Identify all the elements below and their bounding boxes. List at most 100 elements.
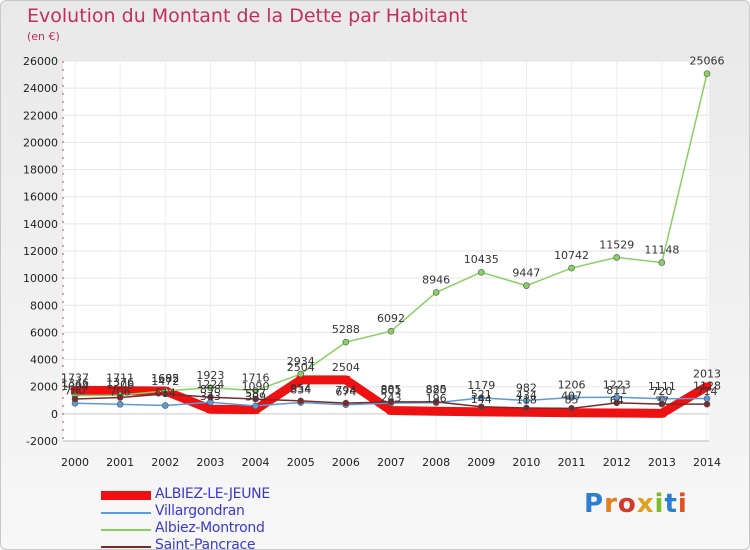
data-label: 343 bbox=[200, 390, 221, 403]
legend-swatch bbox=[101, 546, 151, 548]
data-label: 85 bbox=[565, 394, 579, 407]
data-label: 858 bbox=[200, 383, 221, 396]
series-point-1 bbox=[477, 394, 485, 402]
series-point-3 bbox=[477, 403, 485, 411]
data-label: 10742 bbox=[554, 249, 589, 262]
series-point-0 bbox=[477, 407, 486, 416]
data-label: 2013 bbox=[693, 368, 721, 381]
data-label: 1094 bbox=[61, 380, 89, 393]
x-tick-label: 2006 bbox=[332, 456, 360, 469]
data-label: 2504 bbox=[287, 361, 315, 374]
x-tick-label: 2013 bbox=[648, 456, 676, 469]
series-point-2 bbox=[252, 387, 259, 394]
data-label: 1206 bbox=[558, 378, 586, 391]
series-point-3 bbox=[432, 398, 440, 406]
y-tick-label: 10000 bbox=[23, 272, 58, 285]
data-label: 5288 bbox=[332, 323, 360, 336]
data-label: 243 bbox=[381, 392, 402, 405]
data-label: 982 bbox=[516, 382, 537, 395]
logo-letter: i bbox=[677, 489, 688, 519]
data-label: 885 bbox=[381, 383, 402, 396]
series-point-2 bbox=[387, 327, 395, 335]
data-label: 521 bbox=[471, 388, 492, 401]
x-tick-label: 2001 bbox=[106, 456, 134, 469]
series-point-0 bbox=[206, 405, 215, 414]
x-tick-label: 2007 bbox=[377, 456, 405, 469]
x-tick-label: 2010 bbox=[512, 456, 540, 469]
data-label: 196 bbox=[426, 392, 447, 405]
data-label: 2934 bbox=[287, 355, 315, 368]
x-tick-label: 2000 bbox=[61, 456, 89, 469]
series-point-3 bbox=[703, 400, 711, 408]
data-label: 587 bbox=[245, 387, 266, 400]
series-point-3 bbox=[252, 395, 259, 403]
data-label: 714 bbox=[697, 385, 718, 398]
series-point-0 bbox=[612, 408, 621, 417]
logo-letter: P bbox=[584, 489, 605, 519]
series-point-0 bbox=[251, 405, 260, 414]
chart-title: Evolution du Montant de la Dette par Hab… bbox=[27, 5, 468, 27]
logo-letter: i bbox=[654, 489, 665, 519]
series-point-3 bbox=[71, 395, 79, 403]
data-label: 706 bbox=[110, 385, 131, 398]
data-label: 1346 bbox=[61, 377, 89, 390]
y-tick-label: 20000 bbox=[23, 136, 58, 149]
series-point-3 bbox=[161, 390, 169, 398]
data-label: 794 bbox=[335, 384, 356, 397]
series-point-1 bbox=[161, 402, 169, 409]
series-point-3 bbox=[387, 398, 395, 406]
data-label: 10435 bbox=[464, 253, 499, 266]
series-point-2 bbox=[613, 254, 621, 261]
data-label: 1376 bbox=[106, 376, 134, 389]
series-point-2 bbox=[432, 289, 440, 296]
series-point-2 bbox=[477, 268, 485, 276]
series-point-0 bbox=[567, 408, 576, 417]
data-label: 954 bbox=[290, 382, 311, 395]
legend-label: Villargondran bbox=[155, 503, 245, 519]
data-label: 1737 bbox=[61, 371, 89, 384]
series-point-3 bbox=[116, 394, 124, 401]
x-tick-label: 2014 bbox=[693, 456, 721, 469]
data-label: 407 bbox=[561, 389, 582, 402]
data-label: 2504 bbox=[332, 361, 360, 374]
series-point-2 bbox=[207, 384, 214, 392]
data-label: 1206 bbox=[106, 378, 134, 391]
y-tick-label: 24000 bbox=[23, 82, 58, 95]
data-label: 674 bbox=[335, 386, 356, 399]
data-label: 780 bbox=[65, 384, 86, 397]
x-tick-label: 2008 bbox=[422, 456, 450, 469]
y-tick-label: 12000 bbox=[23, 245, 58, 258]
data-label: 1179 bbox=[467, 379, 495, 392]
legend-label: ALBIEZ-LE-JEUNE bbox=[155, 486, 270, 502]
logo-letter: t bbox=[664, 489, 678, 519]
x-tick-label: 2012 bbox=[603, 456, 631, 469]
y-tick-label: 4000 bbox=[30, 354, 58, 367]
data-label: 9447 bbox=[512, 267, 540, 280]
data-label: 820 bbox=[426, 384, 447, 397]
y-tick-label: 6000 bbox=[30, 326, 58, 339]
data-label: 1090 bbox=[242, 380, 270, 393]
data-label: 37 bbox=[655, 394, 669, 407]
data-label: 1711 bbox=[106, 372, 134, 385]
series-point-3 bbox=[568, 405, 575, 412]
data-label: 1923 bbox=[196, 369, 224, 382]
y-tick-label: 22000 bbox=[23, 109, 58, 122]
series-point-1 bbox=[568, 394, 575, 401]
data-label: 144 bbox=[471, 393, 492, 406]
y-tick-label: 8000 bbox=[30, 299, 58, 312]
data-label: 434 bbox=[516, 389, 537, 402]
logo-letter: o bbox=[617, 489, 637, 519]
y-tick-label: -2000 bbox=[26, 435, 58, 448]
series-point-3 bbox=[613, 399, 621, 407]
y-tick-label: 0 bbox=[51, 408, 58, 421]
y-tick-label: 2000 bbox=[30, 381, 58, 394]
x-tick-label: 2011 bbox=[558, 456, 586, 469]
series-point-3 bbox=[658, 400, 666, 408]
y-tick-label: 14000 bbox=[23, 218, 58, 231]
series-point-1 bbox=[523, 397, 530, 404]
series-point-0 bbox=[522, 408, 531, 417]
unit-label: (en €) bbox=[27, 30, 60, 43]
series-point-0 bbox=[341, 375, 350, 384]
data-label: 11529 bbox=[599, 238, 634, 251]
